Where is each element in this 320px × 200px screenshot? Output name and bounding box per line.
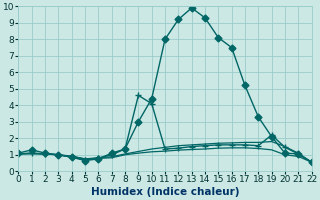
X-axis label: Humidex (Indice chaleur): Humidex (Indice chaleur) xyxy=(91,187,239,197)
